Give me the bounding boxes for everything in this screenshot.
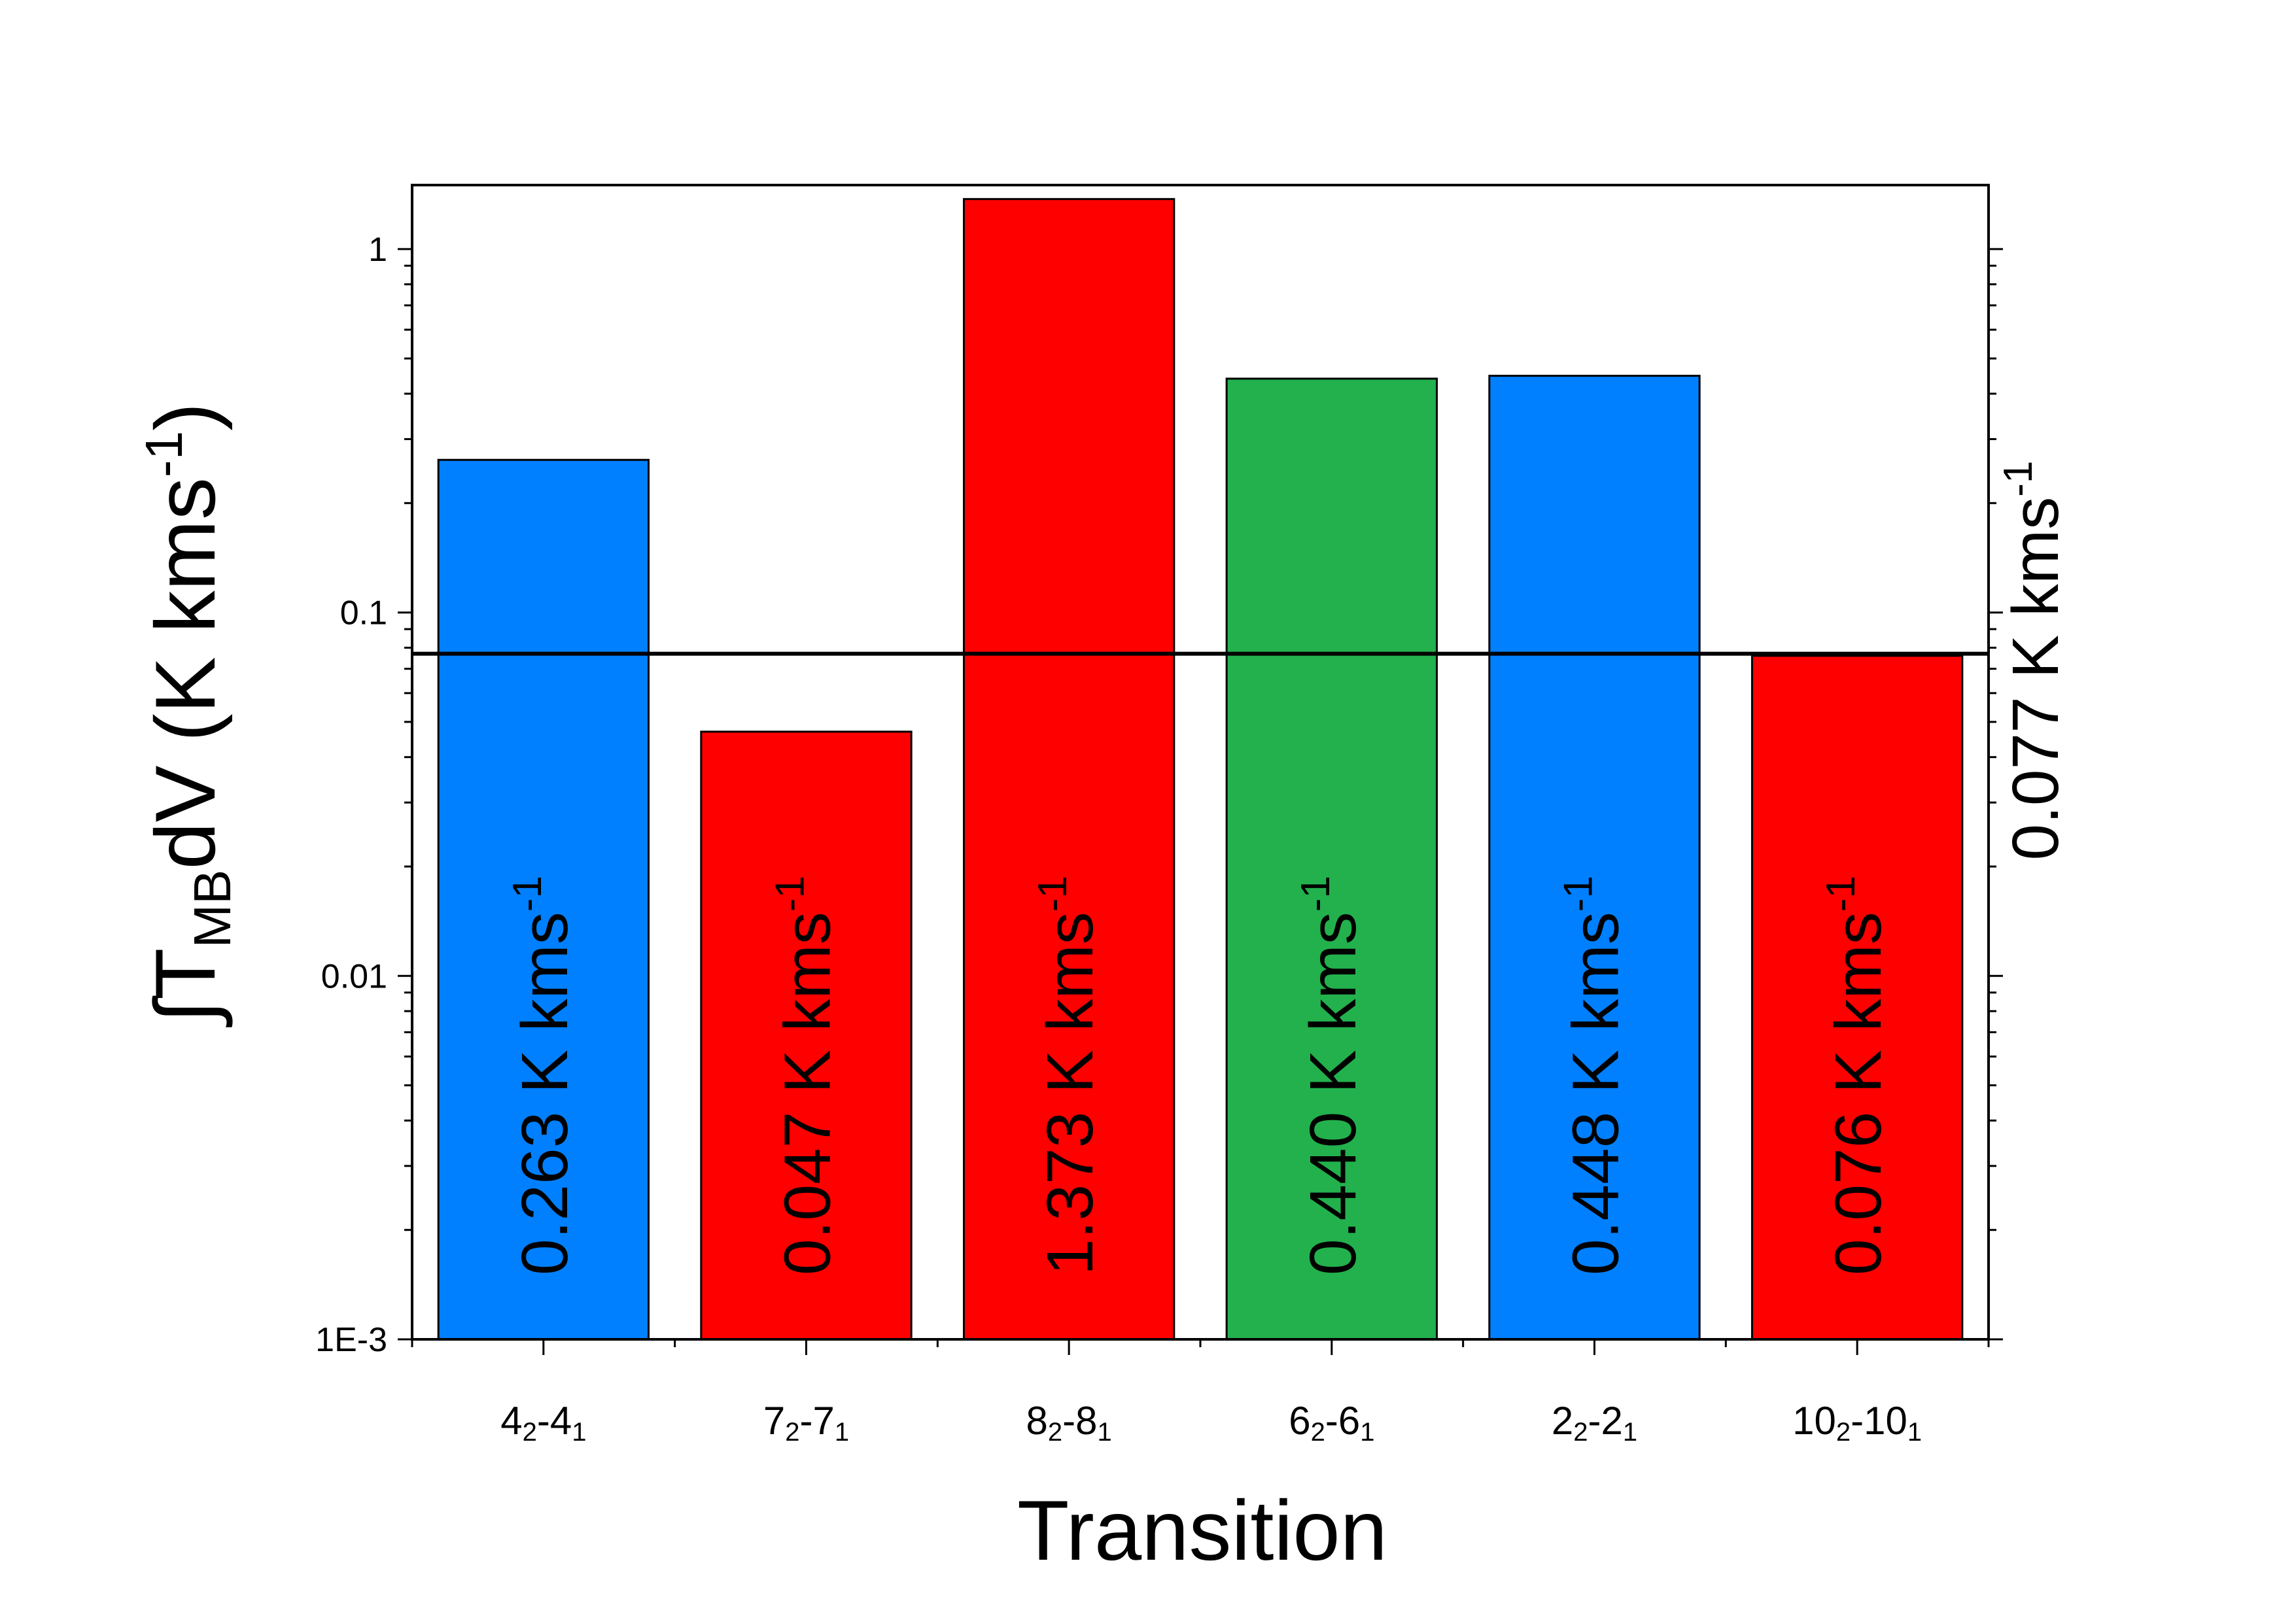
bar-value-text: 0.448 K kms <box>1559 912 1633 1275</box>
y-axis-title-main: dV (K kms <box>137 477 233 870</box>
y-axis-title-superscript: -1 <box>135 431 193 477</box>
y-axis-title-close: ) <box>137 402 233 430</box>
bar-value-superscript: -1 <box>505 876 550 912</box>
bar-value-text: 0.047 K kms <box>771 912 844 1275</box>
bar-value-text: 1.373 K kms <box>1034 912 1107 1275</box>
x-tick-label-part: 2 <box>1311 1418 1325 1447</box>
x-tick-label-part: 1 <box>1098 1418 1112 1447</box>
bar-value-superscript: -1 <box>1030 876 1075 912</box>
bar-value-label: 0.440 K kms-1 <box>1293 876 1370 1275</box>
x-tick-label-part: 2 <box>1048 1418 1062 1447</box>
x-tick-label-part: 1 <box>835 1418 849 1447</box>
bar-3 <box>963 197 1175 1341</box>
bar-value-label: 0.263 K kms-1 <box>505 876 582 1275</box>
y-tick-label: 0.1 <box>340 594 387 632</box>
x-tick-label-part: 8 <box>1075 1399 1097 1443</box>
x-tick-label: 22-21 <box>1552 1399 1637 1447</box>
x-tick-label-part: 4 <box>550 1399 572 1443</box>
x-tick-label-part: 2 <box>1573 1418 1588 1447</box>
x-tick-label-part: 7 <box>812 1399 834 1443</box>
bar-value-text: 0.076 K kms <box>1822 912 1895 1275</box>
bar-labels-group: 0.263 K kms-10.047 K kms-11.373 K kms-10… <box>505 876 1895 1275</box>
threshold-label-text: 0.077 K kms <box>1999 497 2072 861</box>
x-tick-label-part: 2 <box>1601 1399 1622 1443</box>
x-tick-label: 42-41 <box>500 1399 586 1447</box>
x-tick-label-part: 6 <box>1289 1399 1310 1443</box>
x-tick-label-part: - <box>1588 1399 1601 1443</box>
y-tick-label: 1 <box>368 231 387 269</box>
x-tick-label-part: 2 <box>785 1418 799 1447</box>
y-tick-label: 1E-3 <box>315 1321 387 1359</box>
bar-5 <box>1488 375 1701 1341</box>
bar-4 <box>1225 377 1438 1341</box>
x-tick-label-part: 1 <box>572 1418 586 1447</box>
y-axis-title-subscript: MB <box>183 869 241 948</box>
x-tick-label-part: - <box>1851 1399 1864 1443</box>
x-tick-label-part: - <box>537 1399 550 1443</box>
x-axis-ticks <box>411 1339 1990 1355</box>
bar-value-superscript: -1 <box>1293 876 1338 912</box>
x-tick-label-part: 6 <box>1338 1399 1360 1443</box>
x-tick-label-part: - <box>1062 1399 1075 1443</box>
bar-value-text: 0.440 K kms <box>1296 912 1370 1275</box>
x-tick-label-part: 10 <box>1792 1399 1836 1443</box>
bar-value-superscript: -1 <box>768 876 813 912</box>
bar-1 <box>437 458 650 1341</box>
bar-value-text: 0.263 K kms <box>508 912 582 1275</box>
x-tick-label-part: 7 <box>763 1399 785 1443</box>
bar-value-superscript: -1 <box>1818 876 1864 912</box>
x-axis-tick-labels: 42-41 72-71 82-81 62-61 22-21 102-101 <box>500 1399 1922 1447</box>
y-axis-ticks: 1E-3 0.01 0.1 1 <box>315 231 2003 1359</box>
x-tick-label-part: 8 <box>1026 1399 1048 1443</box>
x-tick-label-part: - <box>1325 1399 1338 1443</box>
y-axis-title: ∫TMBdV (K kms-1) <box>135 402 241 1027</box>
x-tick-label-part: 1 <box>1907 1418 1922 1447</box>
bar-6 <box>1751 655 1964 1341</box>
x-axis-title: Transition <box>1017 1483 1387 1578</box>
x-tick-label-part: 1 <box>1360 1418 1374 1447</box>
bars-group <box>437 197 1964 1341</box>
bar-value-label: 0.047 K kms-1 <box>768 876 844 1275</box>
x-tick-label: 82-81 <box>1026 1399 1112 1447</box>
x-tick-label-part: 1 <box>1623 1418 1637 1447</box>
x-tick-label: 102-101 <box>1792 1399 1922 1447</box>
x-tick-label-part: 4 <box>500 1399 522 1443</box>
y-axis-title-prefix: ∫T <box>137 948 233 1027</box>
x-tick-label: 62-61 <box>1289 1399 1374 1447</box>
threshold-label-superscript: -1 <box>1996 461 2041 497</box>
bar-value-label: 0.076 K kms-1 <box>1818 876 1895 1275</box>
y-tick-label: 0.01 <box>321 957 387 995</box>
bar-2 <box>700 730 913 1341</box>
bar-value-label: 1.373 K kms-1 <box>1030 876 1107 1275</box>
x-tick-label-part: 10 <box>1864 1399 1907 1443</box>
bar-value-label: 0.448 K kms-1 <box>1556 876 1633 1275</box>
threshold-label: 0.077 K kms-1 <box>1996 461 2072 861</box>
x-tick-label: 72-71 <box>763 1399 849 1447</box>
bar-value-superscript: -1 <box>1556 876 1601 912</box>
x-tick-label-part: 2 <box>523 1418 537 1447</box>
x-tick-label-part: - <box>800 1399 813 1443</box>
x-tick-label-part: 2 <box>1552 1399 1573 1443</box>
x-tick-label-part: 2 <box>1836 1418 1851 1447</box>
